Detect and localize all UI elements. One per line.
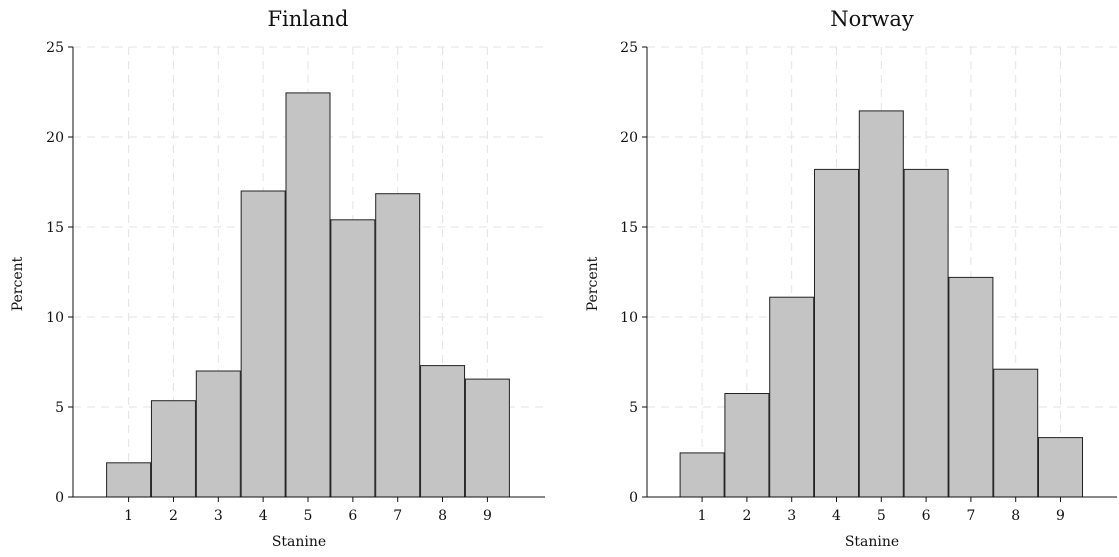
y-tick-label: 10	[46, 310, 64, 326]
y-tick-label: 20	[620, 130, 638, 146]
chart-title: Finland	[267, 7, 348, 31]
bar-stanine-8	[993, 368, 1039, 498]
bars	[679, 110, 1083, 498]
bar-stanine-3	[195, 370, 241, 498]
x-tick-label: 4	[832, 508, 841, 524]
bar-stanine-2	[724, 393, 770, 498]
chart-title: Norway	[830, 7, 914, 31]
bar-stanine-1	[106, 462, 152, 498]
bar-stanine-4	[240, 190, 286, 498]
x-tick-label: 5	[877, 508, 886, 524]
x-tick-label: 7	[966, 508, 975, 524]
x-tick-label: 9	[1056, 508, 1065, 524]
x-tick-label: 2	[169, 508, 178, 524]
x-ticks: 1 2 3 4 5 6 7 8 9	[124, 497, 492, 524]
y-tick-label: 15	[620, 220, 638, 236]
x-tick-label: 6	[922, 508, 931, 524]
y-axis-label: Percent	[10, 256, 26, 311]
x-tick-label: 4	[259, 508, 268, 524]
x-axis-label: Stanine	[845, 534, 899, 550]
x-ticks: 1 2 3 4 5 6 7 8 9	[698, 497, 1065, 524]
panel-finland: 0 5 10 15 20 25 1 2 3 4 5 6 7 8 9 Finland Stanine Per…	[10, 7, 545, 550]
bar-stanine-7	[948, 276, 994, 498]
bar-stanine-4	[814, 168, 859, 498]
x-tick-label: 2	[742, 508, 751, 524]
bar-stanine-5	[285, 92, 331, 498]
bar-stanine-8	[420, 365, 466, 498]
bar-stanine-2	[150, 400, 196, 498]
y-tick-label: 15	[46, 220, 64, 236]
x-tick-label: 5	[304, 508, 313, 524]
x-tick-label: 7	[393, 508, 402, 524]
x-axis-label: Stanine	[272, 534, 326, 550]
y-axis-label: Percent	[585, 256, 601, 311]
x-tick-label: 8	[438, 508, 447, 524]
y-tick-label: 5	[55, 400, 64, 416]
y-ticks: 0 5 10 15 20 25	[620, 40, 647, 506]
bar-stanine-5	[858, 110, 904, 498]
y-ticks: 0 5 10 15 20 25	[46, 40, 73, 506]
bar-stanine-1	[679, 452, 725, 498]
bar-stanine-3	[769, 296, 815, 498]
x-tick-label: 1	[124, 508, 133, 524]
bar-stanine-9	[1038, 437, 1083, 498]
x-tick-label: 3	[214, 508, 223, 524]
y-tick-label: 25	[46, 40, 64, 56]
bar-stanine-7	[375, 193, 421, 498]
x-tick-label: 1	[698, 508, 707, 524]
bars	[106, 92, 510, 498]
panel-norway: 0 5 10 15 20 25 1 2 3 4 5 6 7 8 9 Norway Stanine Perc…	[585, 7, 1117, 550]
bar-stanine-6	[903, 168, 949, 498]
x-tick-label: 9	[483, 508, 492, 524]
x-tick-label: 6	[348, 508, 357, 524]
y-tick-label: 20	[46, 130, 64, 146]
y-tick-label: 5	[629, 400, 638, 416]
y-tick-label: 25	[620, 40, 638, 56]
bar-stanine-9	[464, 378, 510, 498]
y-tick-label: 0	[55, 490, 64, 506]
x-tick-label: 3	[787, 508, 796, 524]
y-tick-label: 0	[629, 490, 638, 506]
x-tick-label: 8	[1011, 508, 1020, 524]
bar-stanine-6	[330, 219, 376, 498]
y-tick-label: 10	[620, 310, 638, 326]
